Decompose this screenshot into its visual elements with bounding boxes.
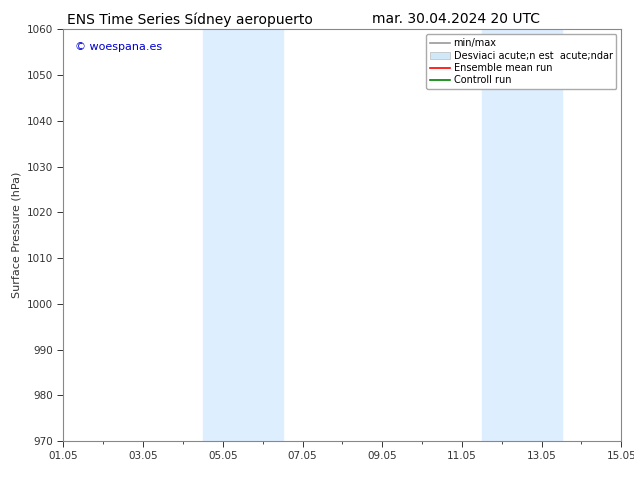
Text: mar. 30.04.2024 20 UTC: mar. 30.04.2024 20 UTC [373,12,540,26]
Text: © woespana.es: © woespana.es [75,42,162,52]
Text: ENS Time Series Sídney aeropuerto: ENS Time Series Sídney aeropuerto [67,12,313,27]
Bar [482,29,522,441]
Bar [243,29,283,441]
Legend: min/max, Desviaci acute;n est  acute;ndar, Ensemble mean run, Controll run: min/max, Desviaci acute;n est acute;ndar… [426,34,616,89]
Bar [522,29,562,441]
Bar [203,29,243,441]
Y-axis label: Surface Pressure (hPa): Surface Pressure (hPa) [11,172,21,298]
